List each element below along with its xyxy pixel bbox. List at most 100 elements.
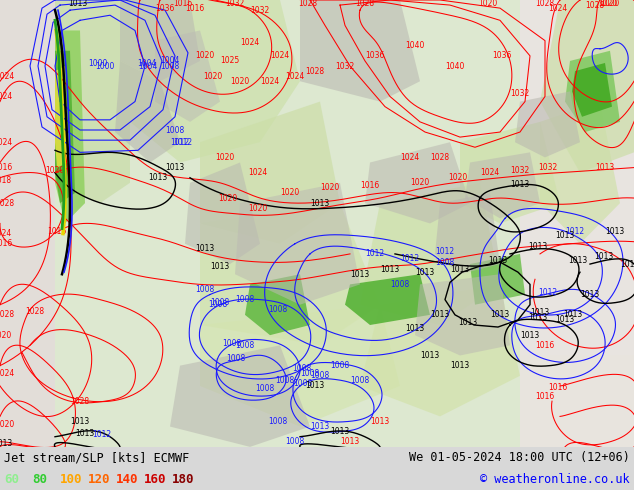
Text: 1020: 1020 xyxy=(230,77,250,86)
Text: 1008: 1008 xyxy=(311,371,330,380)
Text: 1024: 1024 xyxy=(0,72,15,81)
Text: 1008: 1008 xyxy=(351,376,370,385)
Text: 1012: 1012 xyxy=(171,138,190,147)
Text: 1013: 1013 xyxy=(420,351,439,360)
Text: 1013: 1013 xyxy=(450,361,470,370)
Text: 1013: 1013 xyxy=(564,310,583,319)
Text: 1013: 1013 xyxy=(0,440,13,448)
Polygon shape xyxy=(360,284,520,416)
Text: 1013: 1013 xyxy=(458,318,477,327)
Text: 1013: 1013 xyxy=(490,310,510,319)
Text: 1013: 1013 xyxy=(330,427,349,436)
Polygon shape xyxy=(520,0,634,447)
Text: 1013: 1013 xyxy=(68,0,87,7)
Text: 1008: 1008 xyxy=(223,339,242,348)
Text: 1020: 1020 xyxy=(0,420,15,429)
Text: 1032: 1032 xyxy=(538,163,558,172)
Text: 1013: 1013 xyxy=(306,381,325,391)
Text: 1040: 1040 xyxy=(445,62,465,71)
Text: 1013: 1013 xyxy=(528,314,548,322)
Text: 1020: 1020 xyxy=(320,183,340,193)
Text: 1020: 1020 xyxy=(195,51,215,60)
Text: 1032: 1032 xyxy=(335,62,354,71)
Text: 1008: 1008 xyxy=(285,437,304,446)
Text: 1024: 1024 xyxy=(270,51,290,60)
Text: 1032: 1032 xyxy=(225,0,245,7)
Text: 1008: 1008 xyxy=(160,62,179,71)
Text: 1032: 1032 xyxy=(510,166,529,175)
Text: 1028: 1028 xyxy=(306,67,325,75)
Text: 1013: 1013 xyxy=(528,242,548,251)
Text: 1008: 1008 xyxy=(268,417,288,426)
Polygon shape xyxy=(435,193,500,274)
Text: 1008: 1008 xyxy=(391,280,410,289)
Text: 1024: 1024 xyxy=(240,38,260,47)
Text: 1008: 1008 xyxy=(301,369,320,378)
Text: 1008: 1008 xyxy=(235,341,255,350)
Text: 1028: 1028 xyxy=(0,310,15,319)
Text: 1008: 1008 xyxy=(235,295,255,304)
Text: 1012: 1012 xyxy=(566,227,585,236)
Polygon shape xyxy=(115,61,180,163)
Text: 1024: 1024 xyxy=(249,168,268,177)
Polygon shape xyxy=(200,203,380,345)
Text: 140: 140 xyxy=(116,473,138,487)
Text: 1013: 1013 xyxy=(340,437,359,446)
Text: 1013: 1013 xyxy=(148,173,167,182)
Polygon shape xyxy=(415,274,510,355)
Text: 1008: 1008 xyxy=(256,385,275,393)
Text: 1016: 1016 xyxy=(0,163,13,172)
Text: 160: 160 xyxy=(144,473,167,487)
Text: 1013: 1013 xyxy=(621,260,634,269)
Text: 1008: 1008 xyxy=(275,376,295,385)
Polygon shape xyxy=(155,30,220,122)
Text: © weatheronline.co.uk: © weatheronline.co.uk xyxy=(481,473,630,487)
Text: 1020: 1020 xyxy=(46,166,65,175)
Text: 1024: 1024 xyxy=(0,92,13,101)
Text: 1013: 1013 xyxy=(311,198,330,208)
Text: 100: 100 xyxy=(60,473,82,487)
Text: 1008: 1008 xyxy=(210,298,230,307)
Polygon shape xyxy=(130,0,300,163)
Text: 1024: 1024 xyxy=(0,229,11,238)
Polygon shape xyxy=(572,63,612,117)
Text: 1013: 1013 xyxy=(580,290,600,299)
Text: 1013: 1013 xyxy=(531,308,550,318)
Text: 1036: 1036 xyxy=(493,51,512,60)
Polygon shape xyxy=(245,274,310,335)
Text: 180: 180 xyxy=(172,473,195,487)
Text: 1008: 1008 xyxy=(292,364,312,373)
Text: 1008: 1008 xyxy=(195,285,215,294)
Text: 1012: 1012 xyxy=(401,254,420,264)
Polygon shape xyxy=(235,183,360,305)
Text: 1013: 1013 xyxy=(165,163,184,172)
Text: 1013: 1013 xyxy=(605,227,624,236)
Text: 1013: 1013 xyxy=(195,245,215,253)
Text: 1036: 1036 xyxy=(365,51,385,60)
Text: 60: 60 xyxy=(4,473,19,487)
Text: 1008: 1008 xyxy=(268,305,288,314)
Text: 1012: 1012 xyxy=(93,430,112,439)
Text: 1000: 1000 xyxy=(95,62,115,71)
Text: 1036: 1036 xyxy=(155,3,175,13)
Text: 1032: 1032 xyxy=(250,6,269,15)
Polygon shape xyxy=(365,142,470,223)
Polygon shape xyxy=(300,0,420,101)
Text: 1004: 1004 xyxy=(138,59,157,69)
Text: 1013: 1013 xyxy=(415,268,435,277)
Polygon shape xyxy=(540,0,634,172)
Text: 1013: 1013 xyxy=(568,255,588,265)
Text: 1012: 1012 xyxy=(436,247,455,256)
Text: 1020: 1020 xyxy=(410,178,430,187)
Text: 1020: 1020 xyxy=(598,0,618,7)
Polygon shape xyxy=(360,183,500,325)
Text: 1016: 1016 xyxy=(0,239,13,248)
Text: 1028: 1028 xyxy=(430,153,450,162)
Text: 1013: 1013 xyxy=(70,417,89,426)
Text: 1013: 1013 xyxy=(210,262,230,270)
Polygon shape xyxy=(200,101,340,244)
Polygon shape xyxy=(170,345,310,447)
Text: 1028: 1028 xyxy=(299,0,318,7)
Text: 1020: 1020 xyxy=(218,194,238,202)
Text: 1028: 1028 xyxy=(536,0,555,7)
